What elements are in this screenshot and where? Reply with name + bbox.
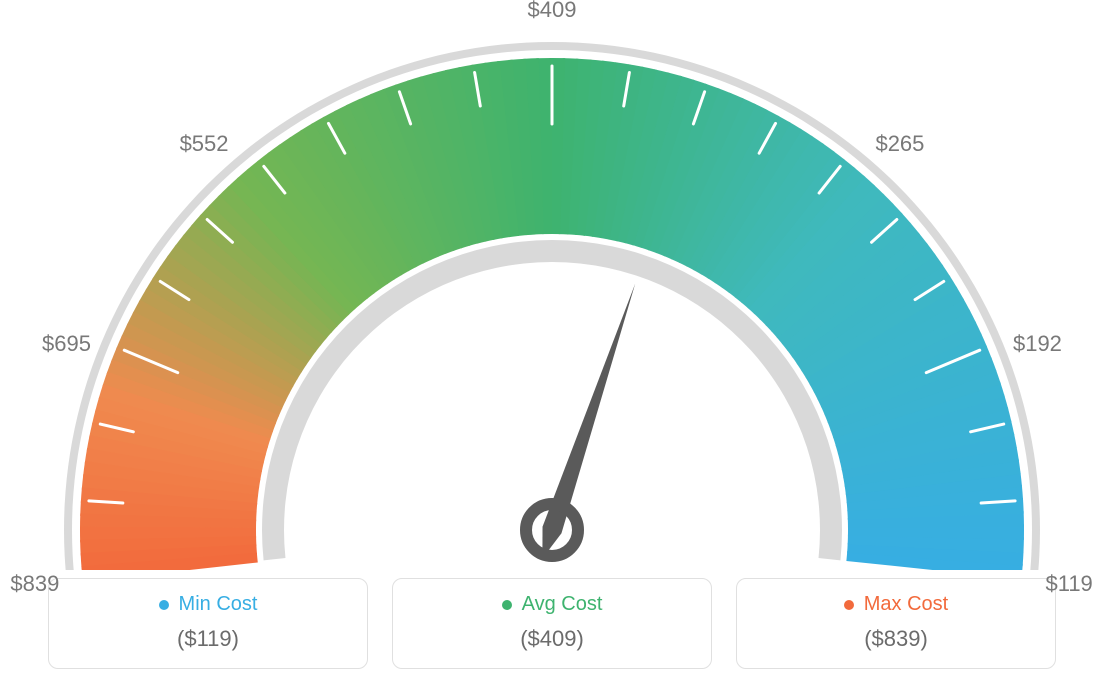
gauge-scale-label: $409 — [528, 0, 577, 23]
legend-card-avg: Avg Cost ($409) — [392, 578, 712, 669]
legend-row: Min Cost ($119) Avg Cost ($409) Max Cost… — [0, 578, 1104, 669]
gauge-scale-label: $552 — [180, 131, 229, 157]
legend-value-max: ($839) — [747, 626, 1045, 652]
gauge-scale-label: $192 — [1013, 331, 1062, 357]
legend-title-avg: Avg Cost — [502, 593, 603, 616]
gauge-chart: $119$192$265$409$552$695$839 — [0, 0, 1104, 570]
gauge-scale-label: $119 — [1045, 571, 1092, 597]
legend-value-avg: ($409) — [403, 626, 701, 652]
legend-card-min: Min Cost ($119) — [48, 578, 368, 669]
gauge-scale-label: $839 — [10, 571, 59, 597]
legend-card-max: Max Cost ($839) — [736, 578, 1056, 669]
legend-title-max: Max Cost — [844, 593, 948, 616]
gauge-scale-label: $695 — [42, 331, 91, 357]
legend-value-min: ($119) — [59, 626, 357, 652]
legend-title-min: Min Cost — [159, 593, 258, 616]
gauge-svg — [0, 0, 1104, 570]
gauge-scale-label: $265 — [875, 131, 924, 157]
